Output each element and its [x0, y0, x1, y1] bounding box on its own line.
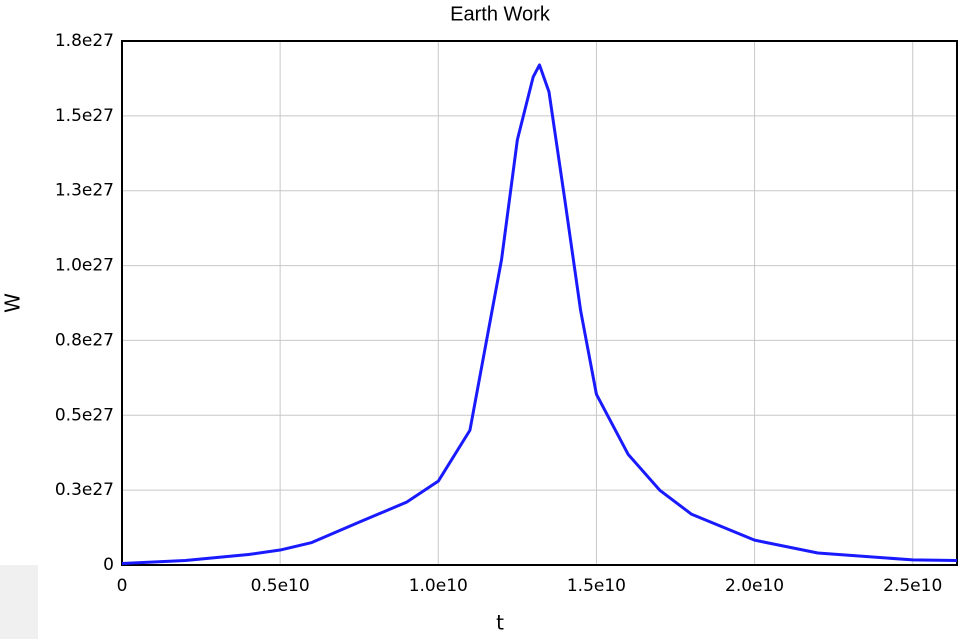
x-tick-label: 2.5e10: [883, 576, 942, 596]
line: [121, 63, 958, 566]
y-tick-label: 1.0e27: [55, 256, 114, 276]
y-tick-label: 0.8e27: [55, 330, 114, 350]
y-tick-label: 0: [103, 555, 114, 575]
y-tick-label: 0.3e27: [55, 480, 114, 500]
x-tick-label: 0.5e10: [251, 576, 310, 596]
y-tick-label: 0.5e27: [55, 405, 114, 425]
y-tick-label: 1.3e27: [55, 181, 114, 201]
x-tick-label: 1.0e10: [409, 576, 468, 596]
x-axis-label: t: [496, 611, 504, 635]
chart-title: Earth Work: [450, 3, 551, 25]
y-tick-label: 1.5e27: [55, 106, 114, 126]
x-tick-label: 2.0e10: [725, 576, 784, 596]
x-tick-label: 1.5e10: [567, 576, 626, 596]
side-panel: [0, 565, 38, 639]
plot-frame: [121, 40, 958, 566]
y-axis-label: W: [1, 293, 25, 313]
y-tick-label: 1.8e27: [55, 31, 114, 51]
x-tick-label: 0: [117, 576, 128, 596]
